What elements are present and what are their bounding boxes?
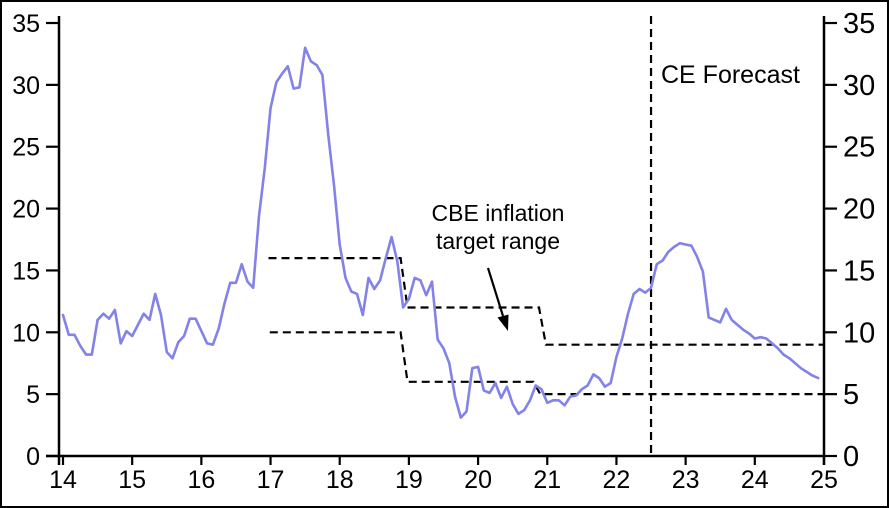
x-tick-label: 17 — [257, 466, 285, 494]
x-tick-label: 20 — [464, 466, 492, 494]
cbe-target-label-line2: target range — [435, 228, 561, 254]
y-tick-label-right: 30 — [843, 70, 875, 102]
annotation-arrow-shaft — [486, 267, 505, 317]
cbe-target-label: CBE inflation target range — [432, 199, 565, 255]
y-tick-label-left: 30 — [12, 72, 40, 100]
annotation-arrowhead — [497, 314, 509, 331]
y-tick-label-right: 0 — [843, 441, 859, 473]
x-tick-label: 21 — [533, 466, 561, 494]
y-tick-label-right: 10 — [843, 317, 875, 349]
cbe-target-label-line1: CBE inflation — [431, 200, 565, 226]
x-tick-label: 16 — [187, 466, 215, 494]
y-tick-label-left: 35 — [12, 10, 40, 38]
x-tick-label: 23 — [672, 466, 700, 494]
inflation-line — [61, 46, 820, 419]
target-range-upper-line — [268, 257, 824, 346]
y-tick-label-right: 5 — [843, 379, 859, 411]
x-tick-label: 19 — [395, 466, 423, 494]
y-tick-label-left: 5 — [26, 381, 40, 409]
y-tick-label-right: 35 — [843, 8, 875, 40]
ce-forecast-label: CE Forecast — [661, 61, 800, 89]
y-tick-label-left: 20 — [12, 196, 40, 224]
y-tick-label-left: 15 — [12, 257, 40, 285]
y-tick-label-right: 15 — [843, 255, 875, 287]
x-tick-label: 24 — [741, 466, 769, 494]
y-tick-label-left: 25 — [12, 134, 40, 162]
y-tick-label-right: 25 — [843, 132, 875, 164]
y-tick-label-left: 0 — [26, 443, 40, 471]
x-tick-label: 14 — [49, 466, 77, 494]
x-tick-label: 18 — [326, 466, 354, 494]
y-tick-label-right: 20 — [843, 194, 875, 226]
target-range-lower-line — [269, 331, 824, 396]
x-tick-label: 25 — [810, 466, 838, 494]
x-tick-label: 15 — [118, 466, 146, 494]
x-tick-label: 22 — [603, 466, 631, 494]
y-tick-label-left: 10 — [12, 319, 40, 347]
